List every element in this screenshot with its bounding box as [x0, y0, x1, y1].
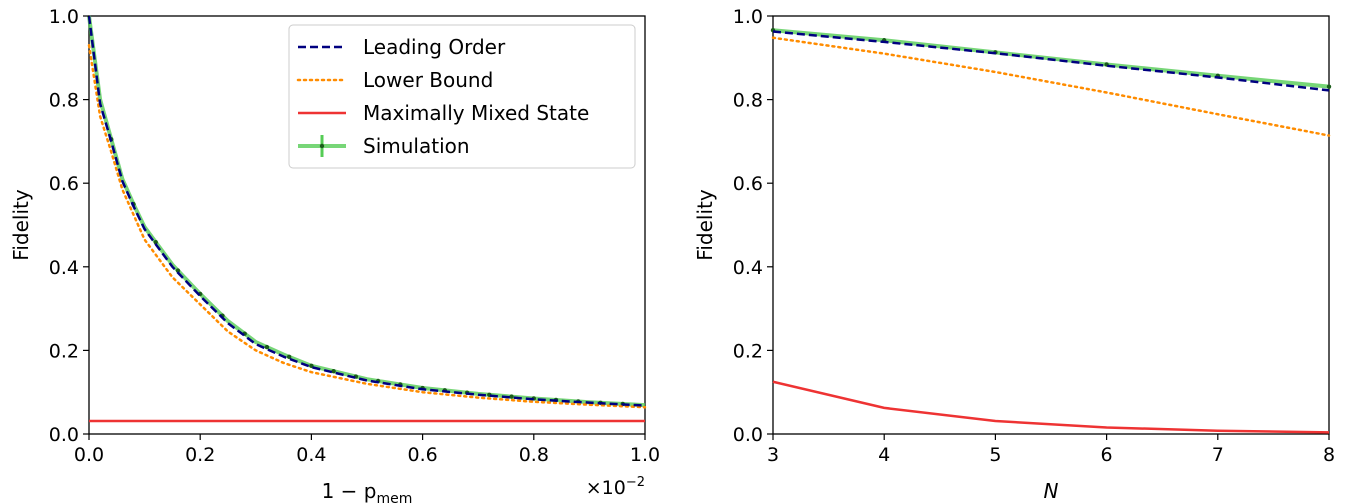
- right-ylabel: Fidelity: [693, 189, 717, 261]
- right-x-tick-label: 8: [1323, 444, 1335, 466]
- right-y-tick-label: 1.0: [733, 6, 763, 28]
- left-x-tick-label: 1.0: [630, 444, 660, 466]
- right-x-tick-label: 5: [989, 444, 1001, 466]
- legend: Leading Order Lower Bound Maximally Mixe…: [288, 24, 636, 169]
- legend-label-lower-bound: Lower Bound: [363, 68, 493, 92]
- legend-label-maximally-mixed: Maximally Mixed State: [363, 101, 589, 125]
- legend-box: [288, 24, 636, 169]
- left-x-tick-label: 0.8: [519, 444, 549, 466]
- x-scale-exponent: −2: [626, 475, 645, 490]
- left-simulation-point: [286, 354, 292, 360]
- right-x-tick-label: 7: [1212, 444, 1224, 466]
- left-y-tick-label: 0.8: [49, 90, 79, 112]
- right-series-maximally-mixed-state: [772, 380, 1330, 434]
- right-x-tick-label: 6: [1101, 444, 1113, 466]
- left-y-tick-label: 1.0: [49, 6, 79, 28]
- left-x-tick-label: 0.2: [185, 444, 215, 466]
- legend-swatch-simulation-marker: [319, 143, 325, 149]
- left-xlabel-main: 1 − p: [322, 479, 377, 503]
- right-y-tick-label: 0.6: [733, 173, 763, 195]
- left-y-tick-label: 0.6: [49, 173, 79, 195]
- left-y-tick-label: 0.0: [49, 424, 79, 446]
- left-y-tick-label: 0.4: [49, 257, 79, 279]
- x-scale-base: ×10: [586, 477, 626, 499]
- right-y-tick-label: 0.2: [733, 340, 763, 362]
- right-y-tick-label: 0.0: [733, 424, 763, 446]
- right-simulation-point: [1326, 84, 1332, 89]
- left-simulation-point: [264, 344, 270, 350]
- left-simulation-point: [175, 268, 181, 273]
- left-series-leading-order: [87, 15, 646, 407]
- left-simulation-point: [331, 369, 336, 374]
- left-xlabel-sub: mem: [377, 491, 413, 504]
- right-plot-frame: [772, 15, 1330, 435]
- left-panel: 0.0 0.2 0.4 0.6 0.8 1.0 0.0 0.2 0.4 0.6 0.8 1.0 Fid…: [9, 6, 660, 504]
- left-plot-frame: [88, 15, 646, 435]
- legend-label-leading-order: Leading Order: [363, 35, 506, 59]
- right-x-tick-label: 4: [878, 444, 890, 466]
- legend-label-simulation: Simulation: [363, 134, 470, 158]
- left-x-tick-label: 0.0: [74, 444, 104, 466]
- right-y-tick-label: 0.4: [733, 257, 763, 279]
- left-ylabel: Fidelity: [9, 189, 33, 261]
- left-x-tick-label: 0.4: [296, 444, 326, 466]
- left-simulation-point: [509, 394, 514, 399]
- left-x-scale-label: ×10−2: [586, 475, 645, 499]
- left-series-lower-bound: [87, 44, 647, 409]
- right-x-tick-label: 3: [767, 444, 779, 466]
- left-simulation-point: [309, 363, 314, 369]
- left-simulation-point: [153, 239, 158, 245]
- right-xlabel: N: [1044, 479, 1059, 503]
- left-x-tick-label: 0.6: [407, 444, 437, 466]
- right-y-tick-label: 0.8: [733, 90, 763, 112]
- right-panel: 3 4 5 6 7 8 0.0 0.2 0.4 0.6 0.8 1.0 Fidelity N: [693, 6, 1335, 503]
- left-xlabel: 1 − pmem: [322, 479, 413, 504]
- left-y-tick-label: 0.2: [49, 340, 79, 362]
- right-series-lower-bound: [771, 36, 1331, 137]
- right-series-leading-order: [772, 30, 1330, 92]
